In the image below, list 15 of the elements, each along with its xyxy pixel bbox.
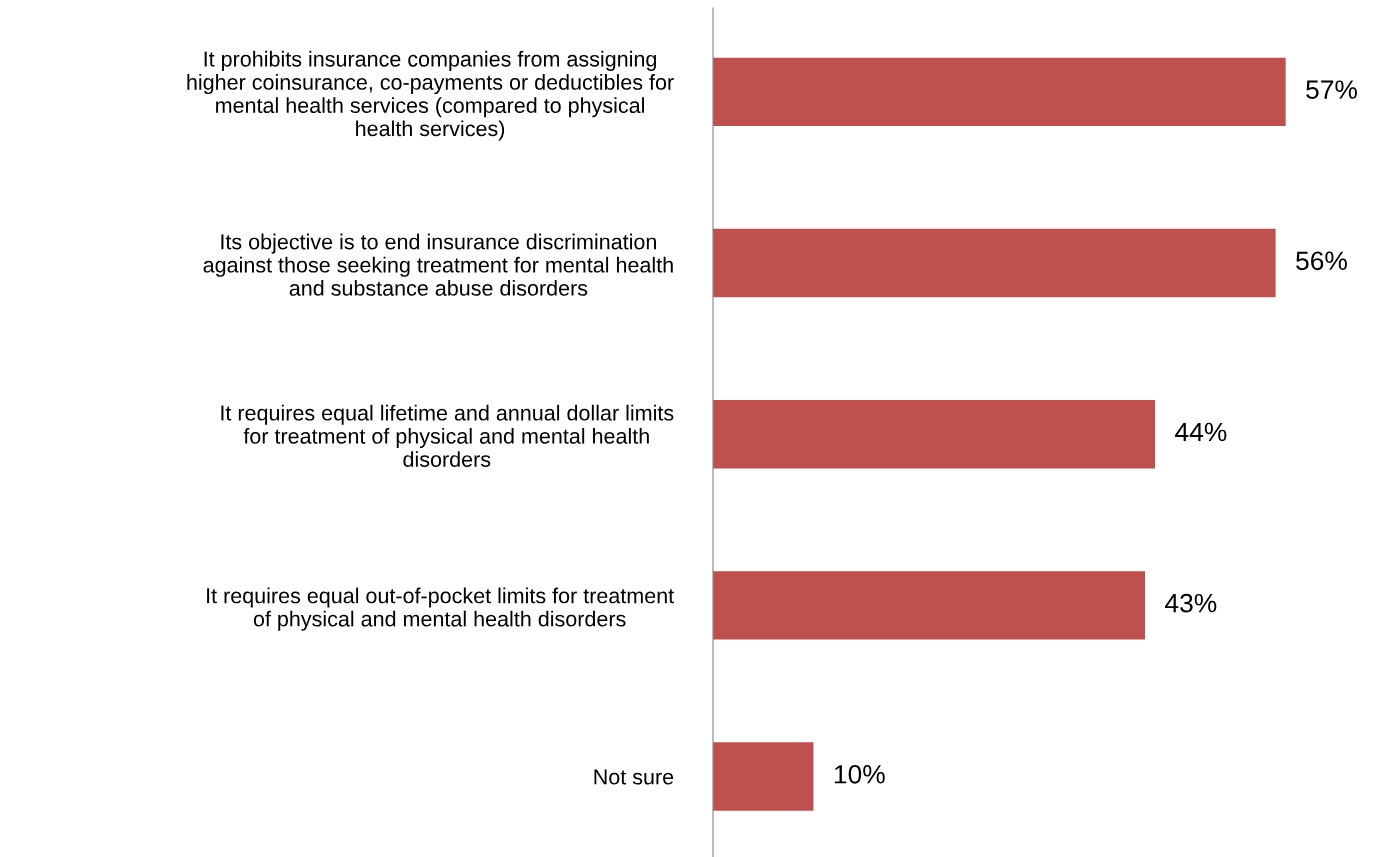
data-label: 57% xyxy=(1306,80,1357,99)
y-tick-label: It requires equal out-of-pocket limits for treatment of physical and mental health disorders xyxy=(207,587,674,631)
bar xyxy=(713,57,1286,127)
y-tick-label: Not sure xyxy=(594,769,674,785)
bar xyxy=(713,228,1276,298)
y-tick-label: It prohibits insurance companies from assigning higher coinsurance, co-payments or deductibles for mental health services (compared to physical health services) xyxy=(187,50,674,141)
data-label: 10% xyxy=(834,764,885,784)
data-label: 56% xyxy=(1296,251,1347,271)
y-tick-label: It requires equal lifetime and annual dollar limits for treatment of physical and mental health disorders xyxy=(221,404,674,467)
bar xyxy=(713,742,814,811)
bar xyxy=(713,571,1145,640)
data-label: 43% xyxy=(1165,593,1217,613)
data-label: 44% xyxy=(1175,422,1227,442)
bar xyxy=(713,399,1156,469)
y-tick-label: Its objective is to end insurance discrimination against those seeking treatment for mental health and substance abuse disorders xyxy=(203,233,673,296)
